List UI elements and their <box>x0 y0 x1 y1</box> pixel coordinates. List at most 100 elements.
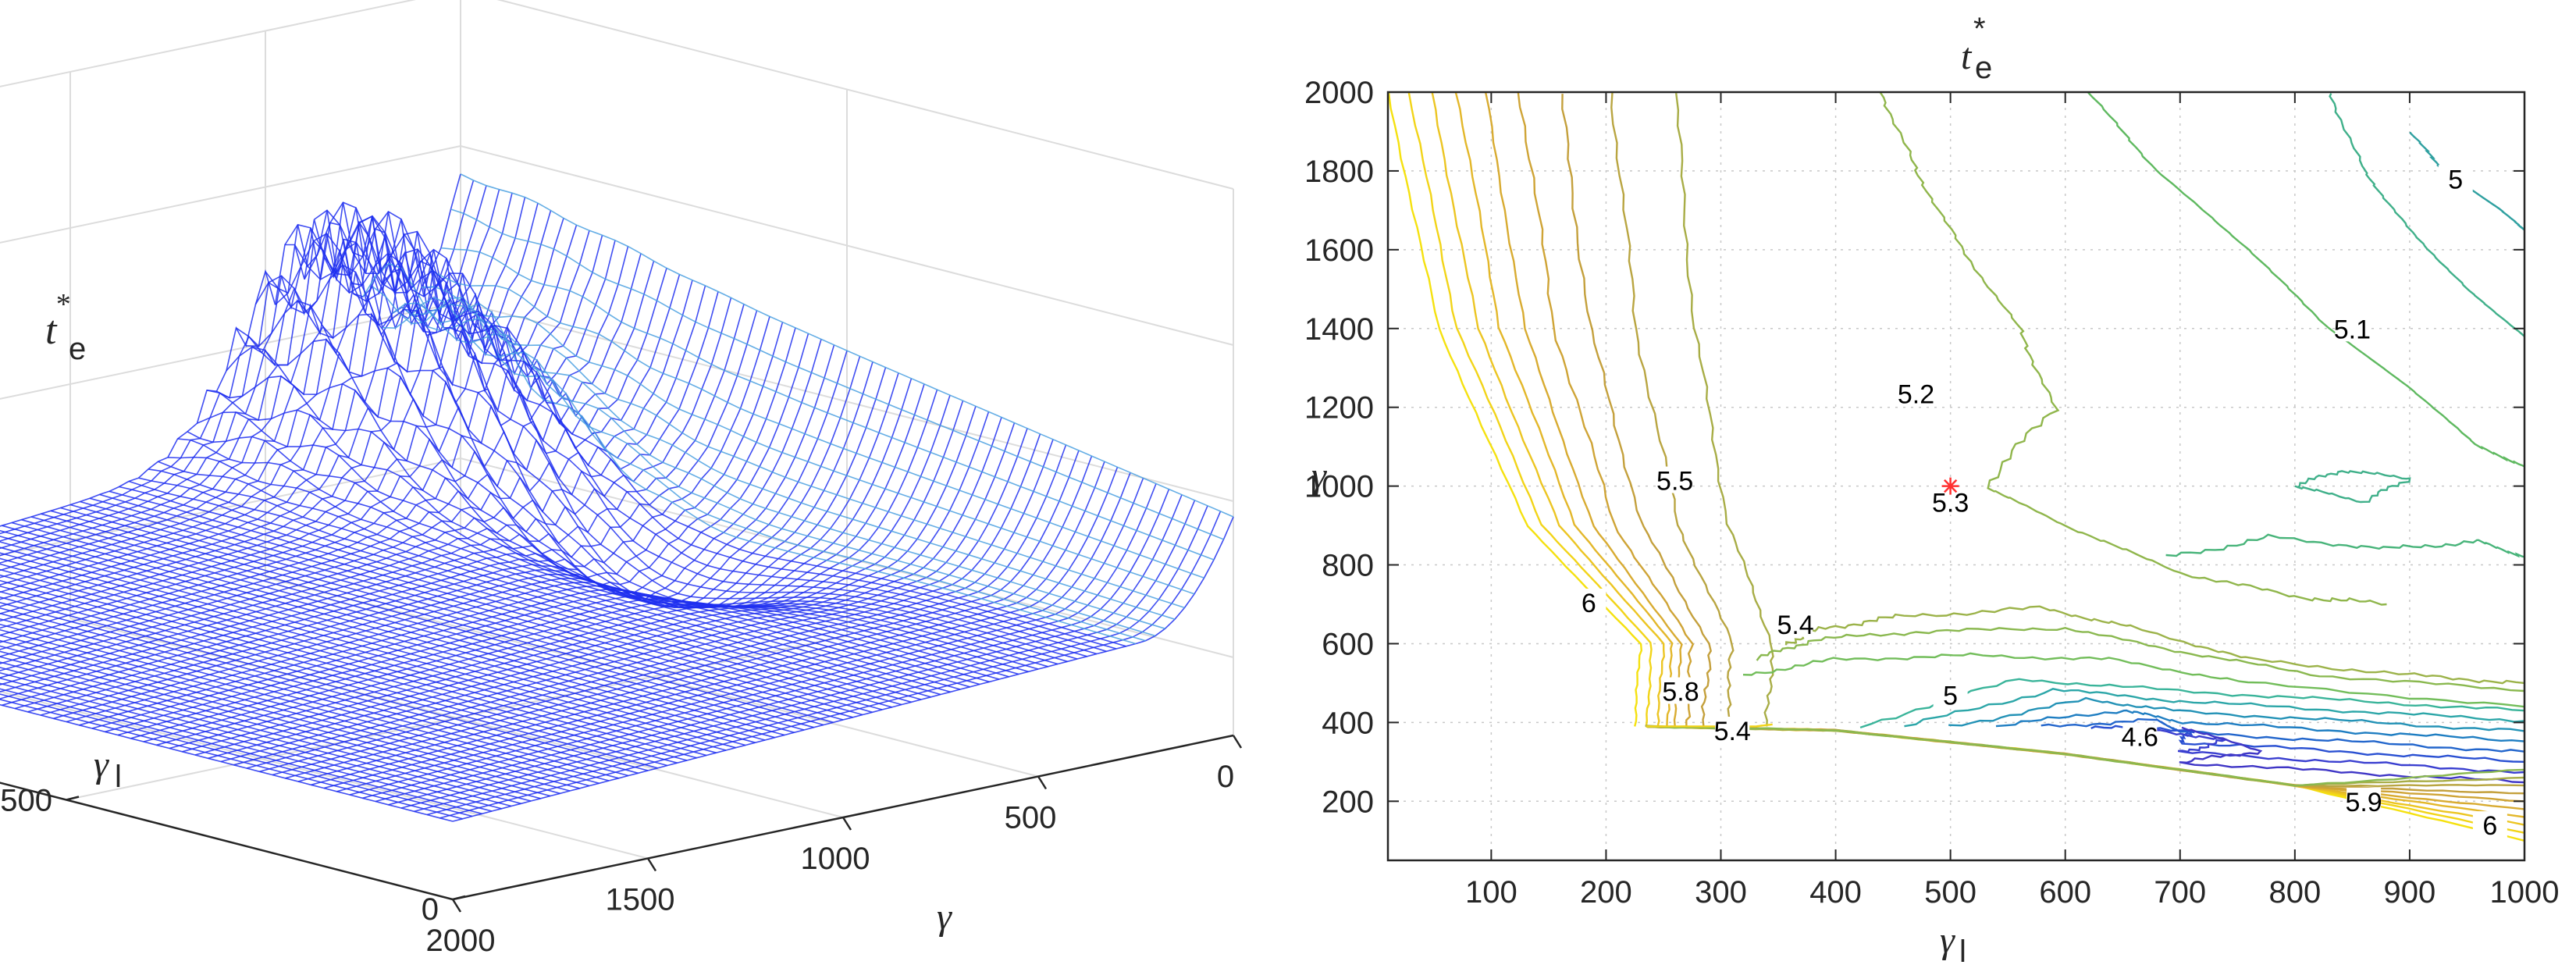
mesh-line <box>0 639 571 792</box>
mesh-line <box>167 456 941 696</box>
contour-grid <box>1388 91 2525 860</box>
mesh-line <box>0 197 526 564</box>
mesh-line <box>0 671 512 807</box>
contour-line <box>2133 725 2524 774</box>
y-tick-label: 2000 <box>1304 76 1374 110</box>
y-tick-label: 1400 <box>1304 312 1374 347</box>
contour-level-label: 5.1 <box>2334 315 2371 344</box>
mesh-line <box>0 667 521 805</box>
label-bg <box>2438 165 2473 192</box>
x-tick-label: 300 <box>1695 875 1747 910</box>
contour-line <box>1948 696 2524 732</box>
mesh-line <box>69 504 844 721</box>
y-tick <box>452 895 466 901</box>
label-bg <box>1657 466 1692 493</box>
mesh-line <box>109 490 883 710</box>
mesh-line <box>0 547 736 749</box>
surface-axes: 20001500100050001000500010864 <box>0 734 1243 958</box>
x-tick <box>1037 775 1048 790</box>
mesh-line <box>11 522 785 736</box>
mesh-line <box>284 223 1059 665</box>
contour-level-label: 5.2 <box>1898 380 1934 410</box>
x-tick-label: 500 <box>1924 875 1976 910</box>
contour-title: t <box>1961 36 1973 77</box>
mesh-line <box>197 411 970 688</box>
mesh-line <box>0 688 482 815</box>
mesh-line <box>89 497 863 716</box>
x-tick-label: 600 <box>2039 875 2091 910</box>
mesh-line <box>0 529 766 741</box>
contour-ylabel: γ <box>1311 455 1327 497</box>
surface-ylabel-sub: l <box>115 760 122 794</box>
label-bg <box>1778 610 1813 637</box>
y-tick-label: 1600 <box>1304 233 1374 268</box>
contour-line <box>2294 470 2411 504</box>
x-tick-label: 700 <box>2154 875 2206 910</box>
mesh-line <box>0 563 707 757</box>
contour-line <box>1646 723 1773 728</box>
mesh-line <box>187 431 961 690</box>
mesh-line <box>0 612 619 779</box>
y-tick <box>66 796 80 801</box>
label-bg <box>2472 811 2507 838</box>
contour-ticks: 100 200 300 400 500 600 700 800 900 1000 200 400 600… <box>1304 76 2559 910</box>
mesh-line <box>0 677 502 810</box>
grid-line <box>0 301 461 400</box>
contour-xlabel: γ <box>1940 920 1955 961</box>
mesh-line <box>0 661 532 802</box>
contour-line <box>1646 725 2524 787</box>
surface-xlabel: γ <box>937 896 952 938</box>
mesh-line <box>0 552 727 751</box>
surface-zlabel-sup: * <box>55 288 69 321</box>
mesh-line <box>119 486 892 708</box>
x-tick-label: 500 <box>1005 801 1057 835</box>
surface-zlabel: t <box>45 308 58 353</box>
mesh-line <box>0 557 717 753</box>
x-tick-label: 400 <box>1809 875 1862 910</box>
mesh-line <box>0 607 629 777</box>
contour-xlabel-sub: l <box>1959 935 1966 969</box>
contour-level-label: 5.9 <box>2345 788 2382 817</box>
mesh-line <box>21 518 795 733</box>
y-tick-label: 400 <box>1322 706 1374 740</box>
mesh-line <box>245 300 1019 675</box>
mesh-line <box>343 238 1117 650</box>
mesh-line <box>177 438 951 693</box>
mesh-line <box>0 650 551 797</box>
grid-line <box>0 0 416 87</box>
surface-ylabel: γ <box>94 744 109 785</box>
x-tick-label: 0 <box>1217 760 1234 794</box>
mesh-line <box>0 601 639 774</box>
mesh-line <box>421 286 1195 595</box>
mesh-line <box>99 493 873 714</box>
x-tick-label: 900 <box>2384 875 2436 910</box>
contour-level-label: 6 <box>2482 811 2497 841</box>
mesh-line <box>206 390 980 685</box>
label-bg <box>1898 379 1934 407</box>
label-bg <box>2347 787 2382 814</box>
mesh-line <box>0 585 668 767</box>
contour-line <box>1879 92 2387 606</box>
mesh-line <box>265 264 1039 670</box>
mesh-line <box>128 480 902 706</box>
mesh-line <box>41 513 814 728</box>
mesh-line <box>0 568 697 759</box>
contour-line <box>1561 94 1712 727</box>
y-tick-label: 500 <box>0 784 52 818</box>
mesh-line <box>0 536 756 743</box>
y-tick-label: 1200 <box>1304 391 1374 425</box>
x-tick <box>841 817 852 831</box>
label-bg <box>1571 589 1606 615</box>
contour-level-label: 5 <box>2448 166 2463 195</box>
contour-line <box>1407 92 1653 727</box>
marker-stroke <box>1944 479 1958 493</box>
contour-line <box>2041 717 2524 753</box>
contour-line <box>2179 726 2524 784</box>
y-axis-line <box>0 782 454 901</box>
x-tick <box>646 857 657 872</box>
mesh-line <box>0 628 590 787</box>
mesh-line <box>431 269 1204 579</box>
contour-level-label: 5.8 <box>1662 678 1699 707</box>
contour-level-label: 6 <box>1582 589 1596 618</box>
contour-line <box>2086 92 2524 468</box>
